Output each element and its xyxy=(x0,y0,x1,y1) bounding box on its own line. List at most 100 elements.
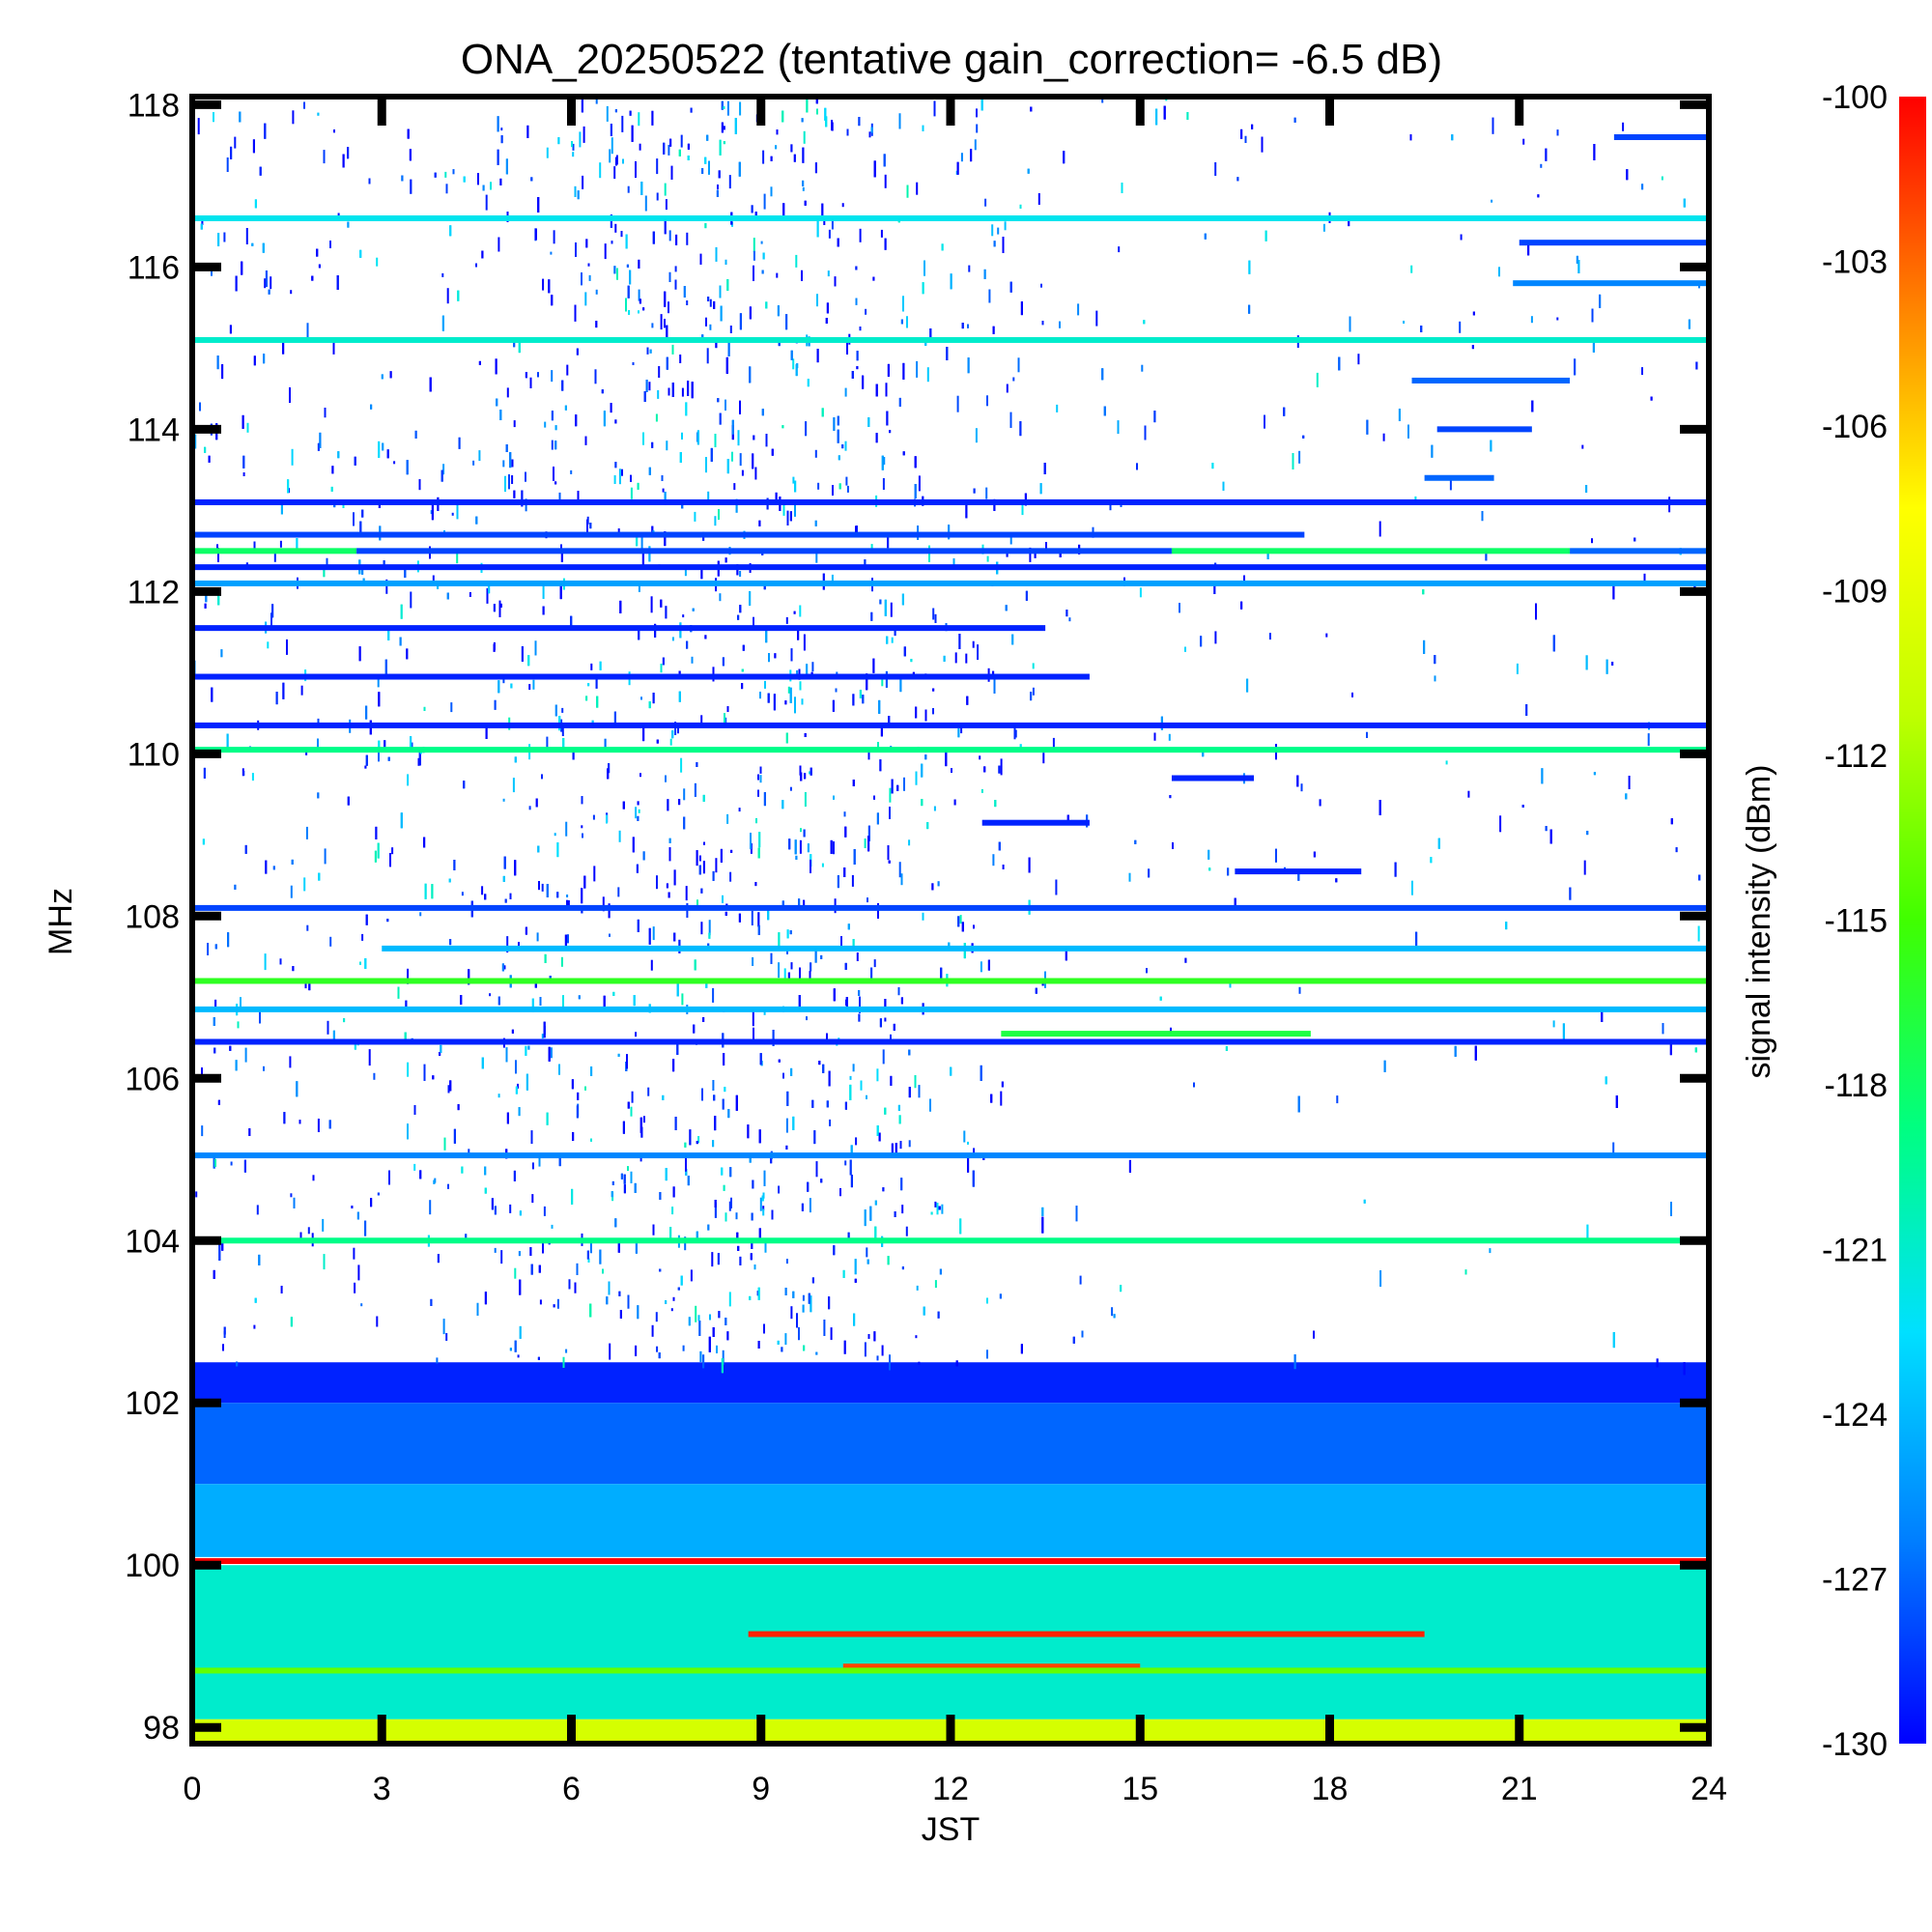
noise-speckle xyxy=(1012,377,1015,382)
noise-speckle xyxy=(798,995,801,1007)
noise-speckle xyxy=(601,389,604,394)
noise-speckle xyxy=(406,460,409,475)
noise-speckle xyxy=(686,232,689,245)
noise-speckle xyxy=(1527,242,1530,256)
noise-speckle xyxy=(972,640,975,648)
noise-speckle xyxy=(726,100,729,116)
noise-speckle xyxy=(656,1346,659,1352)
noise-speckle xyxy=(842,1269,845,1278)
noise-speckle xyxy=(715,858,718,873)
noise-speckle xyxy=(259,166,262,176)
noise-speckle xyxy=(889,807,891,819)
noise-speckle xyxy=(763,1323,765,1334)
noise-speckle xyxy=(889,787,892,803)
noise-speckle xyxy=(551,411,554,421)
noise-speckle xyxy=(729,871,732,882)
noise-speckle xyxy=(1336,1095,1339,1104)
signal-trace xyxy=(192,498,1709,505)
noise-speckle xyxy=(359,521,362,536)
noise-speckle xyxy=(658,1352,661,1359)
noise-speckle xyxy=(484,1292,487,1305)
noise-speckle xyxy=(223,1326,226,1335)
noise-speckle xyxy=(967,1157,970,1173)
noise-speckle xyxy=(986,1350,988,1359)
noise-speckle xyxy=(1612,1332,1615,1349)
noise-speckle xyxy=(739,1256,742,1265)
noise-speckle xyxy=(858,117,861,127)
noise-speckle xyxy=(676,1044,679,1055)
noise-speckle xyxy=(626,1054,628,1069)
noise-speckle xyxy=(792,476,795,484)
noise-speckle xyxy=(353,1247,355,1260)
noise-speckle xyxy=(1586,831,1589,836)
noise-speckle xyxy=(867,897,868,903)
noise-speckle xyxy=(214,1158,216,1167)
noise-speckle xyxy=(759,775,762,783)
noise-speckle xyxy=(557,137,560,145)
noise-speckle xyxy=(213,1269,215,1279)
noise-speckle xyxy=(678,691,681,702)
noise-speckle xyxy=(282,682,285,699)
noise-speckle xyxy=(811,662,814,672)
noise-speckle xyxy=(484,894,487,900)
noise-speckle xyxy=(444,171,447,178)
noise-speckle xyxy=(778,1185,781,1194)
noise-speckle xyxy=(1214,162,1217,176)
noise-speckle xyxy=(673,869,676,886)
noise-speckle xyxy=(804,200,807,206)
noise-speckle xyxy=(1641,184,1644,190)
noise-speckle xyxy=(1148,868,1151,878)
noise-speckle xyxy=(1227,867,1230,876)
noise-speckle xyxy=(855,298,858,305)
noise-speckle xyxy=(728,175,731,189)
noise-speckle xyxy=(1628,776,1631,789)
noise-speckle xyxy=(669,1227,672,1239)
noise-speckle xyxy=(1006,551,1009,557)
noise-speckle xyxy=(784,1288,787,1295)
noise-speckle xyxy=(713,300,716,309)
noise-speckle xyxy=(484,1187,487,1194)
noise-speckle xyxy=(881,675,884,687)
noise-speckle xyxy=(611,1191,613,1198)
noise-speckle xyxy=(876,1125,879,1136)
noise-speckle xyxy=(752,453,754,469)
noise-speckle xyxy=(1694,1047,1697,1053)
noise-speckle xyxy=(926,367,929,383)
noise-speckle xyxy=(319,432,322,448)
noise-speckle xyxy=(211,687,213,702)
noise-speckle xyxy=(704,635,707,639)
noise-speckle xyxy=(343,1018,346,1023)
noise-speckle xyxy=(830,1327,833,1341)
noise-speckle xyxy=(705,457,707,473)
noise-speckle xyxy=(730,1197,732,1208)
noise-speckle xyxy=(544,421,547,428)
noise-speckle xyxy=(264,953,267,971)
noise-speckle xyxy=(886,411,889,426)
noise-speckle xyxy=(497,237,500,252)
noise-speckle xyxy=(1492,117,1494,134)
noise-speckle xyxy=(714,1116,717,1131)
noise-speckle xyxy=(665,606,668,619)
noise-speckle xyxy=(821,408,824,417)
noise-speckle xyxy=(934,1280,937,1289)
noise-speckle xyxy=(1379,1270,1382,1287)
noise-speckle xyxy=(671,383,674,397)
noise-speckle xyxy=(738,913,741,923)
noise-speckle xyxy=(638,809,640,813)
y-tick-label: 104 xyxy=(125,1223,180,1260)
noise-speckle xyxy=(546,884,549,897)
noise-speckle xyxy=(753,265,754,281)
noise-speckle xyxy=(712,870,715,881)
noise-speckle xyxy=(681,387,684,397)
noise-speckle xyxy=(801,1203,804,1211)
noise-speckle xyxy=(519,1210,522,1216)
noise-speckle xyxy=(1656,1358,1659,1368)
noise-speckle xyxy=(1113,1314,1116,1319)
y-tick-label: 106 xyxy=(125,1061,180,1097)
noise-speckle xyxy=(957,916,960,927)
noise-speckle xyxy=(587,683,590,687)
noise-speckle xyxy=(618,469,621,485)
signal-trace xyxy=(192,1558,1709,1565)
noise-speckle xyxy=(381,374,384,380)
noise-speckle xyxy=(1545,826,1548,832)
